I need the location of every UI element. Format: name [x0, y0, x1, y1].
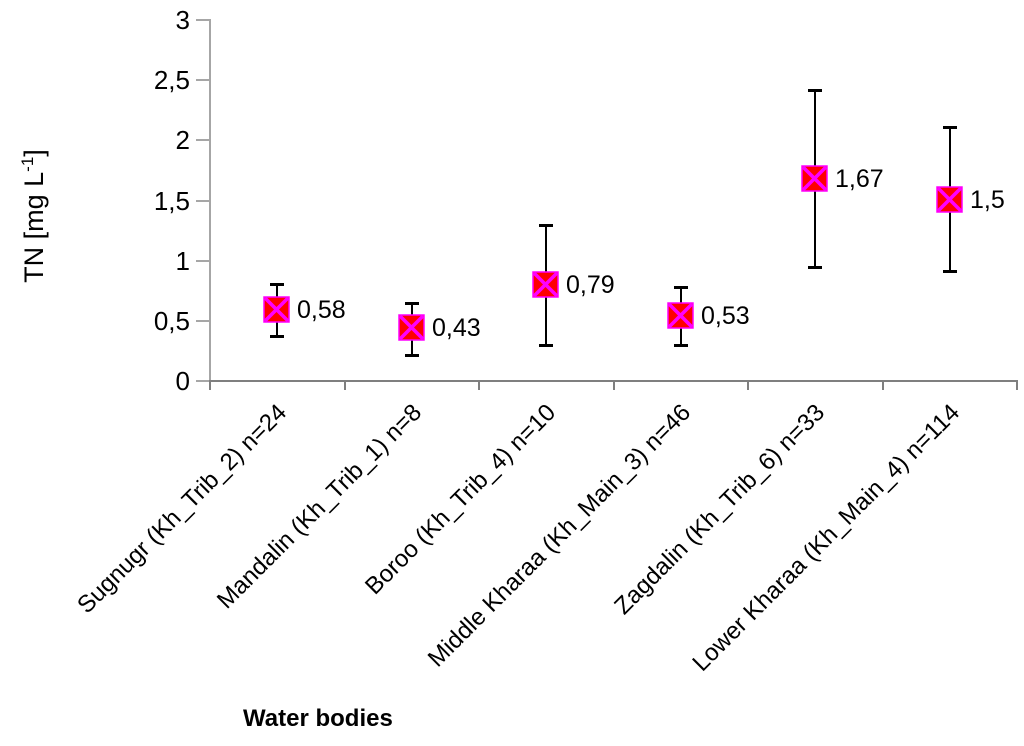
value-label: 1,67	[835, 165, 884, 193]
error-bar-cap-top	[943, 126, 957, 129]
y-tick-label: 0	[175, 366, 190, 396]
y-axis-title: TN [mg L-1]	[5, 66, 51, 366]
value-label: 0,53	[701, 302, 750, 330]
x-axis-title: Water bodies	[243, 705, 393, 732]
y-axis-tick	[196, 380, 210, 382]
square-x-marker-icon	[936, 186, 963, 213]
category-label: Boroo (Kh_Trib_4) n=10	[360, 399, 562, 601]
x-axis-tick	[478, 380, 480, 390]
data-marker	[398, 314, 425, 341]
error-bar-cap-top	[674, 286, 688, 289]
error-bar-cap-top	[808, 89, 822, 92]
y-axis-line	[209, 19, 211, 382]
y-axis-title-suffix: ]	[19, 149, 49, 157]
y-axis-tick	[196, 320, 210, 322]
value-label: 1,5	[970, 186, 1005, 214]
value-label: 0,58	[297, 296, 346, 324]
error-bar-cap-top	[405, 302, 419, 305]
x-axis-tick	[747, 380, 749, 390]
category-label: Mandalin (Kh_Trib_1) n=8	[211, 399, 428, 615]
y-tick-label: 0,5	[153, 306, 190, 336]
x-axis-tick	[1016, 380, 1018, 390]
square-x-marker-icon	[263, 296, 290, 323]
square-x-marker-icon	[532, 271, 559, 298]
x-axis-tick	[613, 380, 615, 390]
y-axis-title-text: TN [mg L	[19, 171, 49, 283]
square-x-marker-icon	[398, 314, 425, 341]
y-tick-label: 2	[175, 125, 190, 155]
error-bar-cap-bottom	[808, 266, 822, 269]
y-tick-label: 2,5	[153, 65, 190, 95]
value-label: 0,79	[566, 271, 615, 299]
data-marker	[936, 186, 963, 213]
data-marker	[263, 296, 290, 323]
y-axis-tick	[196, 200, 210, 202]
error-bar-cap-bottom	[539, 344, 553, 347]
x-axis-tick	[882, 380, 884, 390]
y-tick-label: 1	[175, 246, 190, 276]
data-marker	[667, 302, 694, 329]
y-axis-tick	[196, 139, 210, 141]
y-axis-tick	[196, 79, 210, 81]
y-tick-label: 3	[175, 5, 190, 35]
x-axis-tick	[344, 380, 346, 390]
square-x-marker-icon	[801, 165, 828, 192]
error-bar-cap-bottom	[270, 335, 284, 338]
square-x-marker-icon	[667, 302, 694, 329]
data-marker	[532, 271, 559, 298]
error-bar-cap-bottom	[674, 344, 688, 347]
x-axis-line	[196, 380, 1018, 382]
category-label: Lower Kharaa (Kh_Main_4) n=114	[687, 399, 966, 677]
y-axis-tick	[196, 19, 210, 21]
error-bar-cap-bottom	[943, 270, 957, 273]
error-bar-cap-top	[270, 283, 284, 286]
value-label: 0,43	[432, 314, 481, 342]
y-axis-tick	[196, 260, 210, 262]
error-bar-cap-top	[539, 224, 553, 227]
error-bar-cap-bottom	[405, 354, 419, 357]
x-axis-tick	[209, 380, 211, 390]
y-tick-label: 1,5	[153, 186, 190, 216]
y-axis-title-superscript: -1	[18, 156, 37, 172]
category-label: Zagdalin (Kh_Trib_6) n=33	[609, 399, 831, 620]
category-label: Middle Kharaa (Kh_Main_3) n=46	[422, 399, 697, 673]
data-marker	[801, 165, 828, 192]
